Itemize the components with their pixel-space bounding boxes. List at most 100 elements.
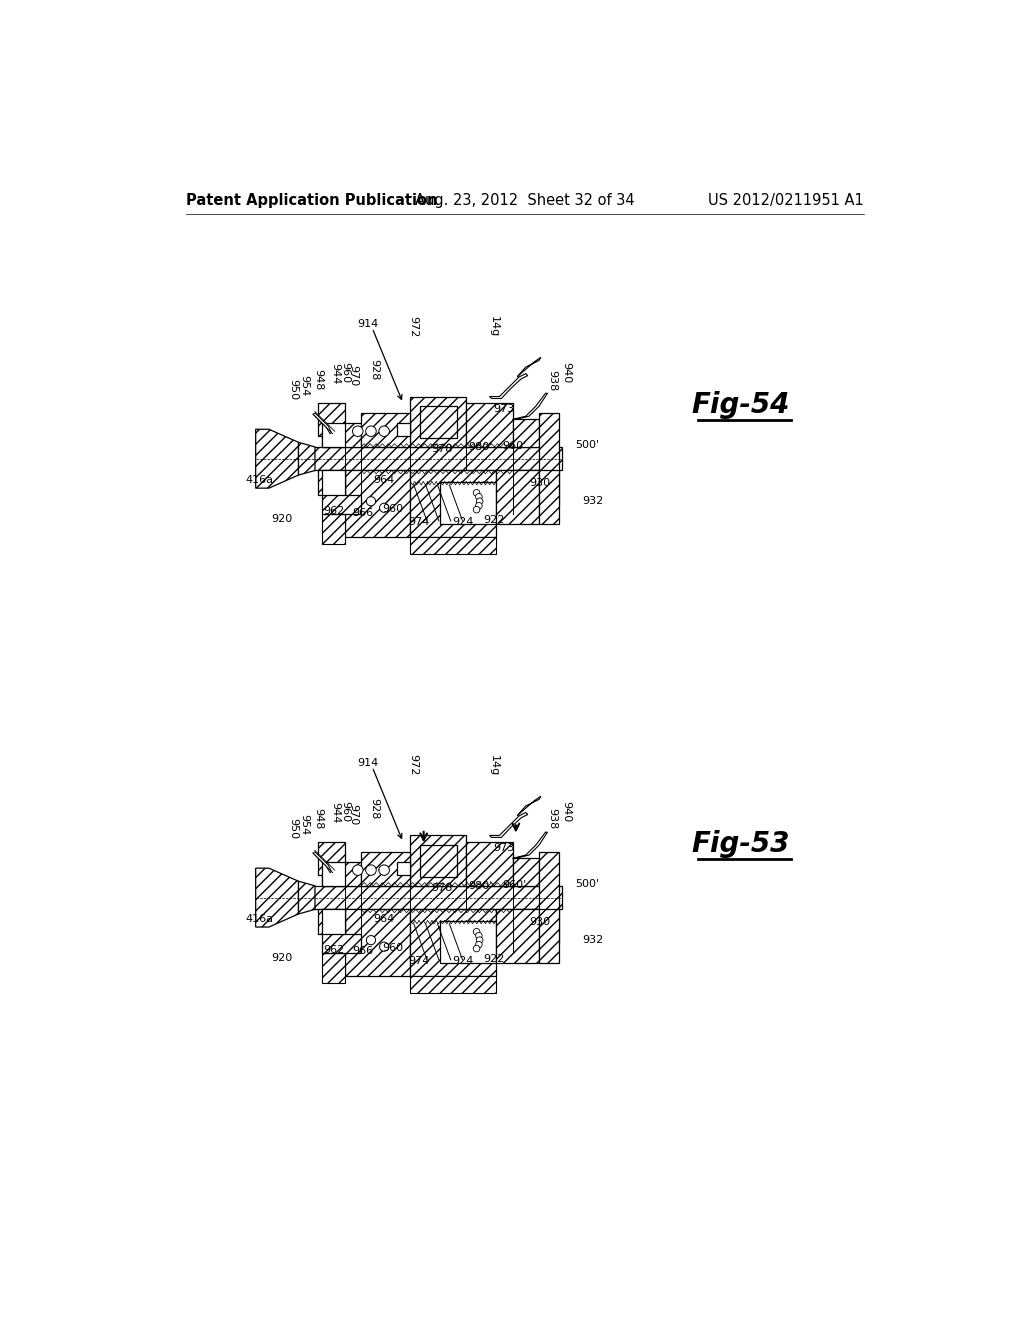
Text: Fig-54: Fig-54 [691,391,790,418]
Polygon shape [539,851,559,944]
Polygon shape [467,403,513,447]
Circle shape [476,498,483,504]
Polygon shape [411,909,496,977]
Polygon shape [318,909,361,953]
Polygon shape [440,920,496,964]
Polygon shape [411,977,496,993]
Text: 960: 960 [340,362,350,383]
Polygon shape [513,909,539,933]
Text: 928: 928 [370,359,380,381]
Circle shape [475,941,482,948]
Polygon shape [513,420,539,447]
Text: 948: 948 [313,808,323,829]
Polygon shape [256,429,299,488]
Polygon shape [299,442,315,475]
Text: 14g: 14g [488,315,499,337]
Text: Fig-53: Fig-53 [691,830,790,858]
Text: 964: 964 [373,475,394,486]
Polygon shape [489,813,527,837]
Text: US 2012/0211951 A1: US 2012/0211951 A1 [709,193,864,209]
Text: 932: 932 [583,496,603,506]
Text: 500': 500' [574,440,599,450]
Polygon shape [322,953,345,982]
Text: 938: 938 [548,370,558,391]
Circle shape [473,945,480,952]
Text: 922: 922 [483,515,505,525]
Polygon shape [513,470,539,495]
Text: 930: 930 [529,478,551,488]
Text: 960: 960 [340,801,350,822]
Text: 966: 966 [352,508,374,517]
Circle shape [366,865,376,875]
Text: 416a: 416a [246,915,273,924]
Polygon shape [313,851,332,873]
Text: 924: 924 [453,517,473,527]
Polygon shape [256,869,299,927]
Polygon shape [361,413,411,447]
Polygon shape [496,470,539,524]
Polygon shape [299,886,562,909]
Polygon shape [411,470,496,537]
Text: 944: 944 [331,363,341,384]
Text: 940: 940 [561,801,570,822]
Polygon shape [440,482,496,524]
Text: 950: 950 [288,817,298,840]
Text: 966: 966 [352,946,374,957]
Text: 954: 954 [300,814,309,836]
Text: 960: 960 [383,942,403,953]
Text: 980': 980' [468,880,493,891]
Text: 924: 924 [453,956,473,966]
Circle shape [379,426,389,437]
Polygon shape [421,407,457,438]
Polygon shape [397,422,411,436]
Polygon shape [513,858,539,886]
Text: 964: 964 [373,915,394,924]
Polygon shape [361,851,411,886]
Text: 974: 974 [409,956,430,966]
Text: 14g: 14g [488,755,499,776]
Polygon shape [322,909,345,933]
Text: 962: 962 [323,945,344,954]
Circle shape [475,932,482,939]
Text: 914: 914 [357,319,379,329]
Text: 922: 922 [483,954,505,964]
Circle shape [352,865,364,875]
Polygon shape [513,832,548,858]
Polygon shape [313,413,332,434]
Polygon shape [299,447,562,470]
Text: 920: 920 [270,953,292,962]
Circle shape [367,496,376,506]
Text: 930: 930 [529,917,551,927]
Text: 980': 980' [468,442,493,453]
Polygon shape [467,842,513,886]
Text: 914: 914 [357,758,379,768]
Polygon shape [318,842,361,886]
Circle shape [367,936,376,945]
Text: 962: 962 [323,506,344,516]
Circle shape [379,865,389,875]
Text: 954: 954 [300,375,309,396]
Polygon shape [318,403,361,447]
Text: 970: 970 [348,804,358,825]
Polygon shape [539,413,559,504]
Circle shape [475,494,482,500]
Polygon shape [539,470,559,524]
Text: Patent Application Publication: Patent Application Publication [186,193,437,209]
Circle shape [380,942,389,952]
Circle shape [473,928,480,935]
Polygon shape [513,393,548,420]
Text: 928: 928 [370,799,380,820]
Polygon shape [496,909,539,964]
Text: 978: 978 [431,883,453,894]
Text: 948: 948 [313,368,323,391]
Circle shape [475,503,482,510]
Text: 960': 960' [502,441,526,450]
Text: 950: 950 [288,379,298,400]
Text: 940: 940 [561,362,570,383]
Polygon shape [299,882,315,913]
Circle shape [473,507,480,513]
Text: 974: 974 [409,517,430,527]
Polygon shape [517,796,541,816]
Polygon shape [322,470,345,495]
Polygon shape [318,470,361,515]
